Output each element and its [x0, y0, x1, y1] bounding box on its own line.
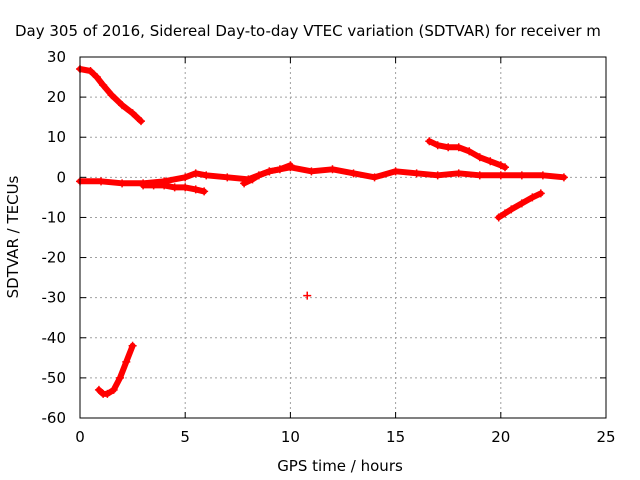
data-point	[370, 173, 379, 182]
data-point	[170, 183, 179, 192]
data-point	[139, 181, 148, 190]
data-point	[328, 165, 337, 174]
data-point	[94, 385, 103, 394]
y-tick-label: -20	[42, 249, 67, 267]
data-point	[444, 143, 453, 152]
x-tick-label: 5	[180, 428, 190, 446]
data-series-2	[76, 163, 568, 188]
data-point	[275, 165, 284, 174]
data-point	[433, 141, 442, 150]
x-tick-label: 20	[491, 428, 510, 446]
data-series-5	[425, 137, 510, 172]
data-point	[517, 199, 526, 208]
data-point	[412, 169, 421, 178]
data-point	[507, 205, 516, 214]
data-point	[501, 209, 510, 218]
plot-frame	[79, 56, 607, 419]
data-point	[494, 213, 503, 222]
data-series-3	[139, 181, 209, 196]
data-point	[86, 67, 95, 76]
x-tick-label: 15	[386, 428, 405, 446]
data-point	[454, 169, 463, 178]
grid	[80, 57, 606, 418]
data-point	[254, 171, 263, 180]
y-tick-label: -40	[42, 329, 67, 347]
series-trace	[95, 342, 136, 397]
x-tick-label: 0	[75, 428, 85, 446]
data-point	[265, 167, 274, 176]
y-tick-label: -10	[42, 208, 67, 226]
data-point	[528, 193, 537, 202]
y-tick-label: -60	[42, 409, 67, 427]
data-series-group	[76, 65, 568, 398]
data-point	[200, 187, 209, 196]
data-point	[349, 169, 358, 178]
data-point	[303, 291, 312, 300]
y-tick-label: -50	[42, 369, 67, 387]
data-point	[92, 73, 101, 82]
data-point	[181, 173, 190, 182]
data-point	[97, 177, 106, 186]
series-trace	[140, 182, 208, 195]
x-tick-label: 25	[596, 428, 615, 446]
series-trace	[77, 164, 567, 187]
x-tick-label: 10	[281, 428, 300, 446]
y-axis-label: SDTVAR / TECUs	[4, 175, 22, 298]
data-point	[223, 173, 232, 182]
y-tick-label: 30	[47, 48, 66, 66]
data-point	[501, 163, 510, 172]
data-point	[118, 101, 127, 110]
data-series-7	[94, 341, 137, 398]
data-point	[536, 189, 545, 198]
data-point	[137, 117, 146, 126]
data-series-6	[494, 189, 545, 222]
y-tick-label: -30	[42, 289, 67, 307]
data-series-4	[240, 161, 295, 188]
data-point	[559, 173, 568, 182]
data-point	[149, 181, 158, 190]
data-point	[248, 175, 257, 184]
data-point	[475, 153, 484, 162]
series-trace	[241, 162, 294, 187]
data-point	[128, 109, 137, 118]
series-trace	[77, 66, 144, 125]
data-point	[191, 169, 200, 178]
data-point	[454, 143, 463, 152]
data-point	[103, 389, 112, 398]
data-point	[286, 161, 295, 170]
data-point	[475, 171, 484, 180]
data-point	[465, 147, 474, 156]
data-point	[181, 183, 190, 192]
data-point	[240, 179, 249, 188]
y-tick-label: 10	[47, 128, 66, 146]
data-point	[391, 167, 400, 176]
data-point	[433, 171, 442, 180]
data-point	[538, 171, 547, 180]
chart-title: Day 305 of 2016, Sidereal Day-to-day VTE…	[15, 22, 601, 40]
data-point	[99, 81, 108, 90]
data-point	[118, 179, 127, 188]
data-point	[115, 373, 124, 382]
data-point	[160, 181, 169, 190]
y-tick-label: 0	[56, 168, 66, 186]
data-point	[191, 185, 200, 194]
x-axis-label: GPS time / hours	[277, 457, 403, 475]
y-tick-label: 20	[47, 88, 66, 106]
data-point	[425, 137, 434, 146]
data-series-8	[303, 291, 312, 300]
data-point	[496, 171, 505, 180]
data-point	[517, 171, 526, 180]
data-point	[486, 157, 495, 166]
data-point	[307, 167, 316, 176]
data-point	[202, 171, 211, 180]
data-point	[496, 161, 505, 170]
data-point	[128, 341, 137, 350]
data-point	[122, 357, 131, 366]
axis-ticks: 0 5 10 15 20 25 -60 -50 -40 -30 -20 -10 0 10 20 30	[42, 48, 616, 446]
data-series-1	[76, 65, 146, 126]
data-point	[109, 385, 118, 394]
data-point	[107, 91, 116, 100]
